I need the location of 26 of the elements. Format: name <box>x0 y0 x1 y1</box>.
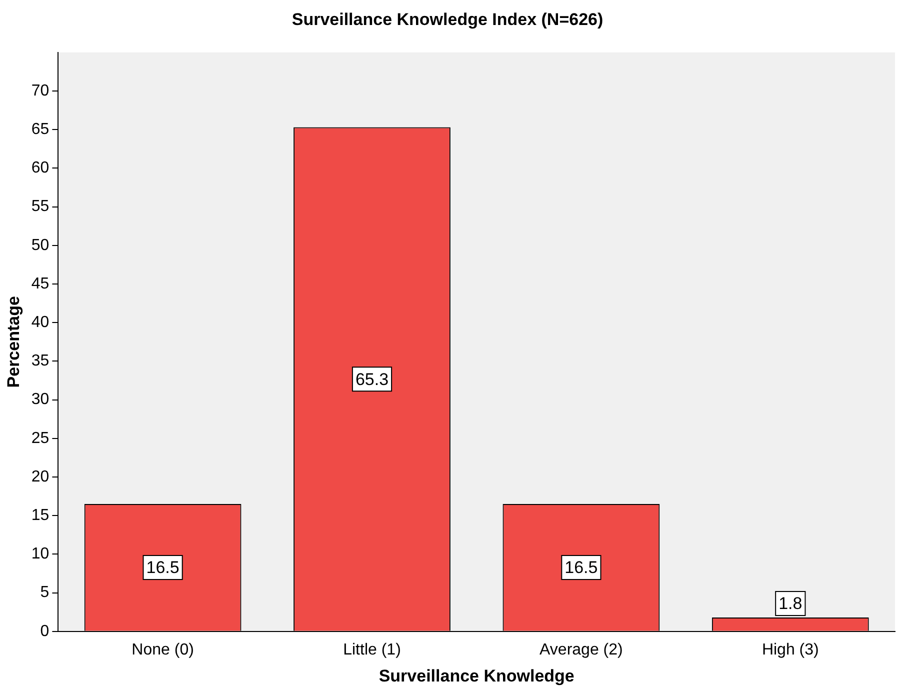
y-tick-label: 70 <box>31 82 50 100</box>
y-tick-label: 25 <box>31 430 50 447</box>
y-tick-label: 20 <box>31 468 50 486</box>
x-tick-label: Little (1) <box>343 641 401 658</box>
y-tick-label: 30 <box>31 391 50 408</box>
y-tick-label: 5 <box>40 584 50 602</box>
data-label: 1.8 <box>778 594 802 614</box>
y-tick-label: 55 <box>31 198 50 216</box>
y-axis-title: Percentage <box>4 296 23 388</box>
x-tick-label: Average (2) <box>540 641 623 658</box>
y-tick-label: 0 <box>40 622 50 640</box>
y-tick-label: 50 <box>31 236 50 254</box>
y-tick-label: 35 <box>31 352 50 370</box>
x-axis-title: Surveillance Knowledge <box>378 666 574 686</box>
data-label: 65.3 <box>355 370 389 389</box>
y-tick-label: 10 <box>31 546 50 563</box>
x-tick-label: None (0) <box>132 641 194 658</box>
chart-title: Surveillance Knowledge Index (N=626) <box>292 10 604 29</box>
y-tick-label: 45 <box>31 275 50 292</box>
y-tick-label: 60 <box>31 160 50 177</box>
y-tick-label: 65 <box>31 121 50 138</box>
x-tick-label: High (3) <box>762 641 819 658</box>
y-tick-label: 40 <box>31 314 50 332</box>
data-label: 16.5 <box>146 558 180 578</box>
y-tick-label: 15 <box>31 507 50 524</box>
data-label: 16.5 <box>564 558 598 578</box>
